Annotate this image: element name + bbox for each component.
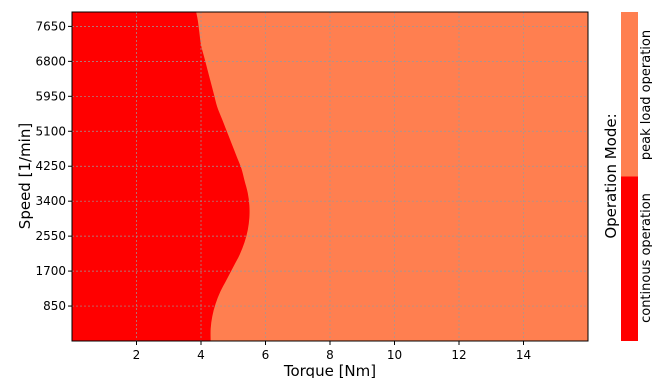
x-axis-ticks: 2 4 6 8 10 12 14 <box>133 341 531 362</box>
colorbar <box>621 12 638 341</box>
y-tick-label: 5950 <box>35 89 66 103</box>
y-tick-label: 5100 <box>35 124 66 138</box>
plot-area <box>71 11 589 342</box>
colorbar-label-continuous: continous operation <box>639 193 652 323</box>
y-tick-label: 850 <box>43 299 66 313</box>
y-axis-label: Speed [1/min] <box>16 123 34 229</box>
colorbar-swatch-continuous <box>621 176 638 341</box>
x-tick-label: 6 <box>262 348 270 362</box>
x-axis-label: Torque [Nm] <box>283 362 376 378</box>
y-tick-label: 4250 <box>35 159 66 173</box>
x-tick-label: 2 <box>133 348 141 362</box>
x-tick-label: 8 <box>326 348 334 362</box>
y-axis-ticks: 850 1700 2550 3400 4250 5100 5950 6800 7650 <box>35 19 72 313</box>
colorbar-label-peak: peak load operation <box>639 30 652 160</box>
x-tick-label: 10 <box>387 348 402 362</box>
y-tick-label: 1700 <box>35 264 66 278</box>
region-continuous-operation <box>72 12 250 341</box>
y-tick-label: 6800 <box>35 54 66 68</box>
y-tick-label: 7650 <box>35 19 66 33</box>
x-tick-label: 14 <box>516 348 531 362</box>
y-tick-label: 3400 <box>35 194 66 208</box>
y-tick-label: 2550 <box>35 229 66 243</box>
x-tick-label: 12 <box>451 348 466 362</box>
colorbar-title: Operation Mode: <box>602 113 620 238</box>
x-tick-label: 4 <box>197 348 205 362</box>
colorbar-swatch-peak <box>621 12 638 177</box>
